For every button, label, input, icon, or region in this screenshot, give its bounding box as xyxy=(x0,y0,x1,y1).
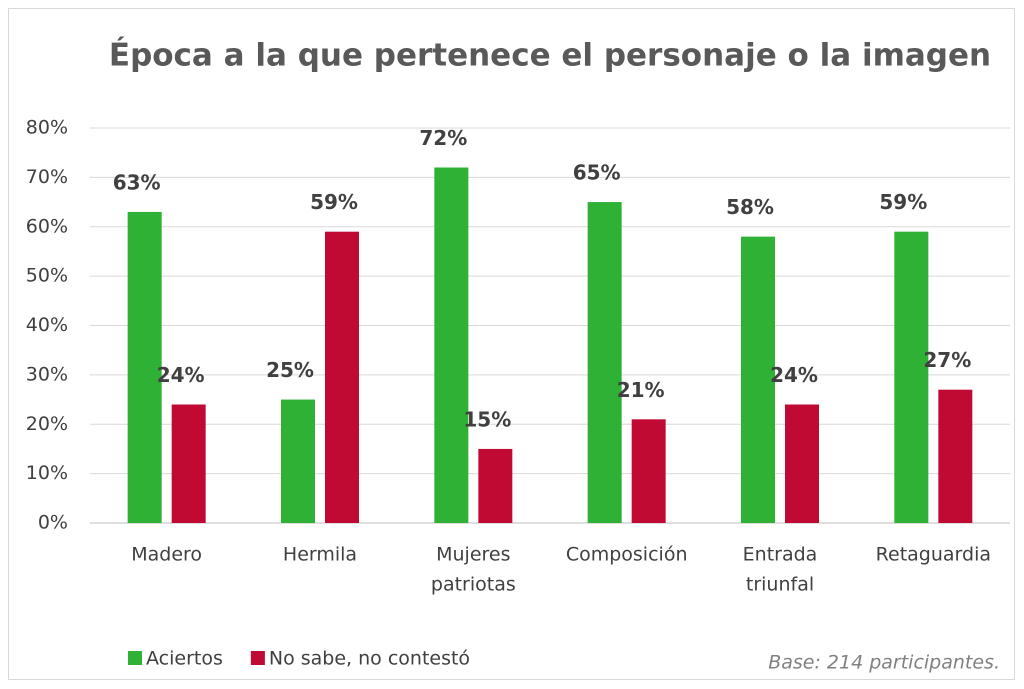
bar xyxy=(631,419,666,523)
y-tick-label: 20% xyxy=(26,413,68,435)
x-tick-label: triunfal xyxy=(746,574,814,596)
value-label: 65% xyxy=(573,161,621,185)
x-tick-label: Entrada xyxy=(743,544,818,566)
bar xyxy=(938,389,973,523)
value-label: 27% xyxy=(923,348,971,372)
value-label: 25% xyxy=(266,358,314,382)
legend-swatch xyxy=(250,651,265,665)
x-tick-label: Hermila xyxy=(283,544,357,566)
value-label: 63% xyxy=(113,170,161,194)
x-tick-label: Mujeres xyxy=(436,544,510,566)
value-label: 24% xyxy=(770,363,818,387)
x-tick-label: Madero xyxy=(131,544,202,566)
x-tick-label: Composición xyxy=(566,544,688,566)
y-tick-label: 80% xyxy=(26,117,68,139)
y-tick-label: 30% xyxy=(26,363,68,385)
legend-label: No sabe, no contestó xyxy=(269,648,470,670)
value-label: 24% xyxy=(157,363,205,387)
value-label: 15% xyxy=(463,407,511,431)
legend-label: Aciertos xyxy=(146,648,223,670)
x-tick-label: Retaguardia xyxy=(876,544,991,566)
bar xyxy=(785,404,819,523)
y-tick-label: 40% xyxy=(26,314,68,336)
y-tick-label: 0% xyxy=(38,512,68,534)
value-label: 58% xyxy=(726,195,774,219)
bar xyxy=(171,404,206,523)
y-tick-label: 60% xyxy=(26,215,68,237)
value-label: 72% xyxy=(419,126,467,150)
value-label: 59% xyxy=(879,190,927,214)
y-tick-label: 10% xyxy=(26,462,68,484)
y-tick-label: 50% xyxy=(26,265,68,287)
chart-border xyxy=(8,8,1015,680)
bar xyxy=(741,236,775,523)
bar xyxy=(587,202,622,523)
value-label: 59% xyxy=(310,190,358,214)
bar xyxy=(478,448,513,523)
value-label: 21% xyxy=(617,378,665,402)
chart-title: Época a la que pertenece el personaje o … xyxy=(109,38,991,74)
legend-swatch xyxy=(128,651,142,665)
bar xyxy=(127,211,162,523)
bar xyxy=(434,167,469,523)
annotation: Base: 214 participantes. xyxy=(768,652,1000,674)
x-tick-label: patriotas xyxy=(431,574,516,596)
bar xyxy=(894,231,929,523)
bar xyxy=(281,399,315,523)
y-tick-label: 70% xyxy=(26,166,68,188)
bar xyxy=(325,231,359,523)
